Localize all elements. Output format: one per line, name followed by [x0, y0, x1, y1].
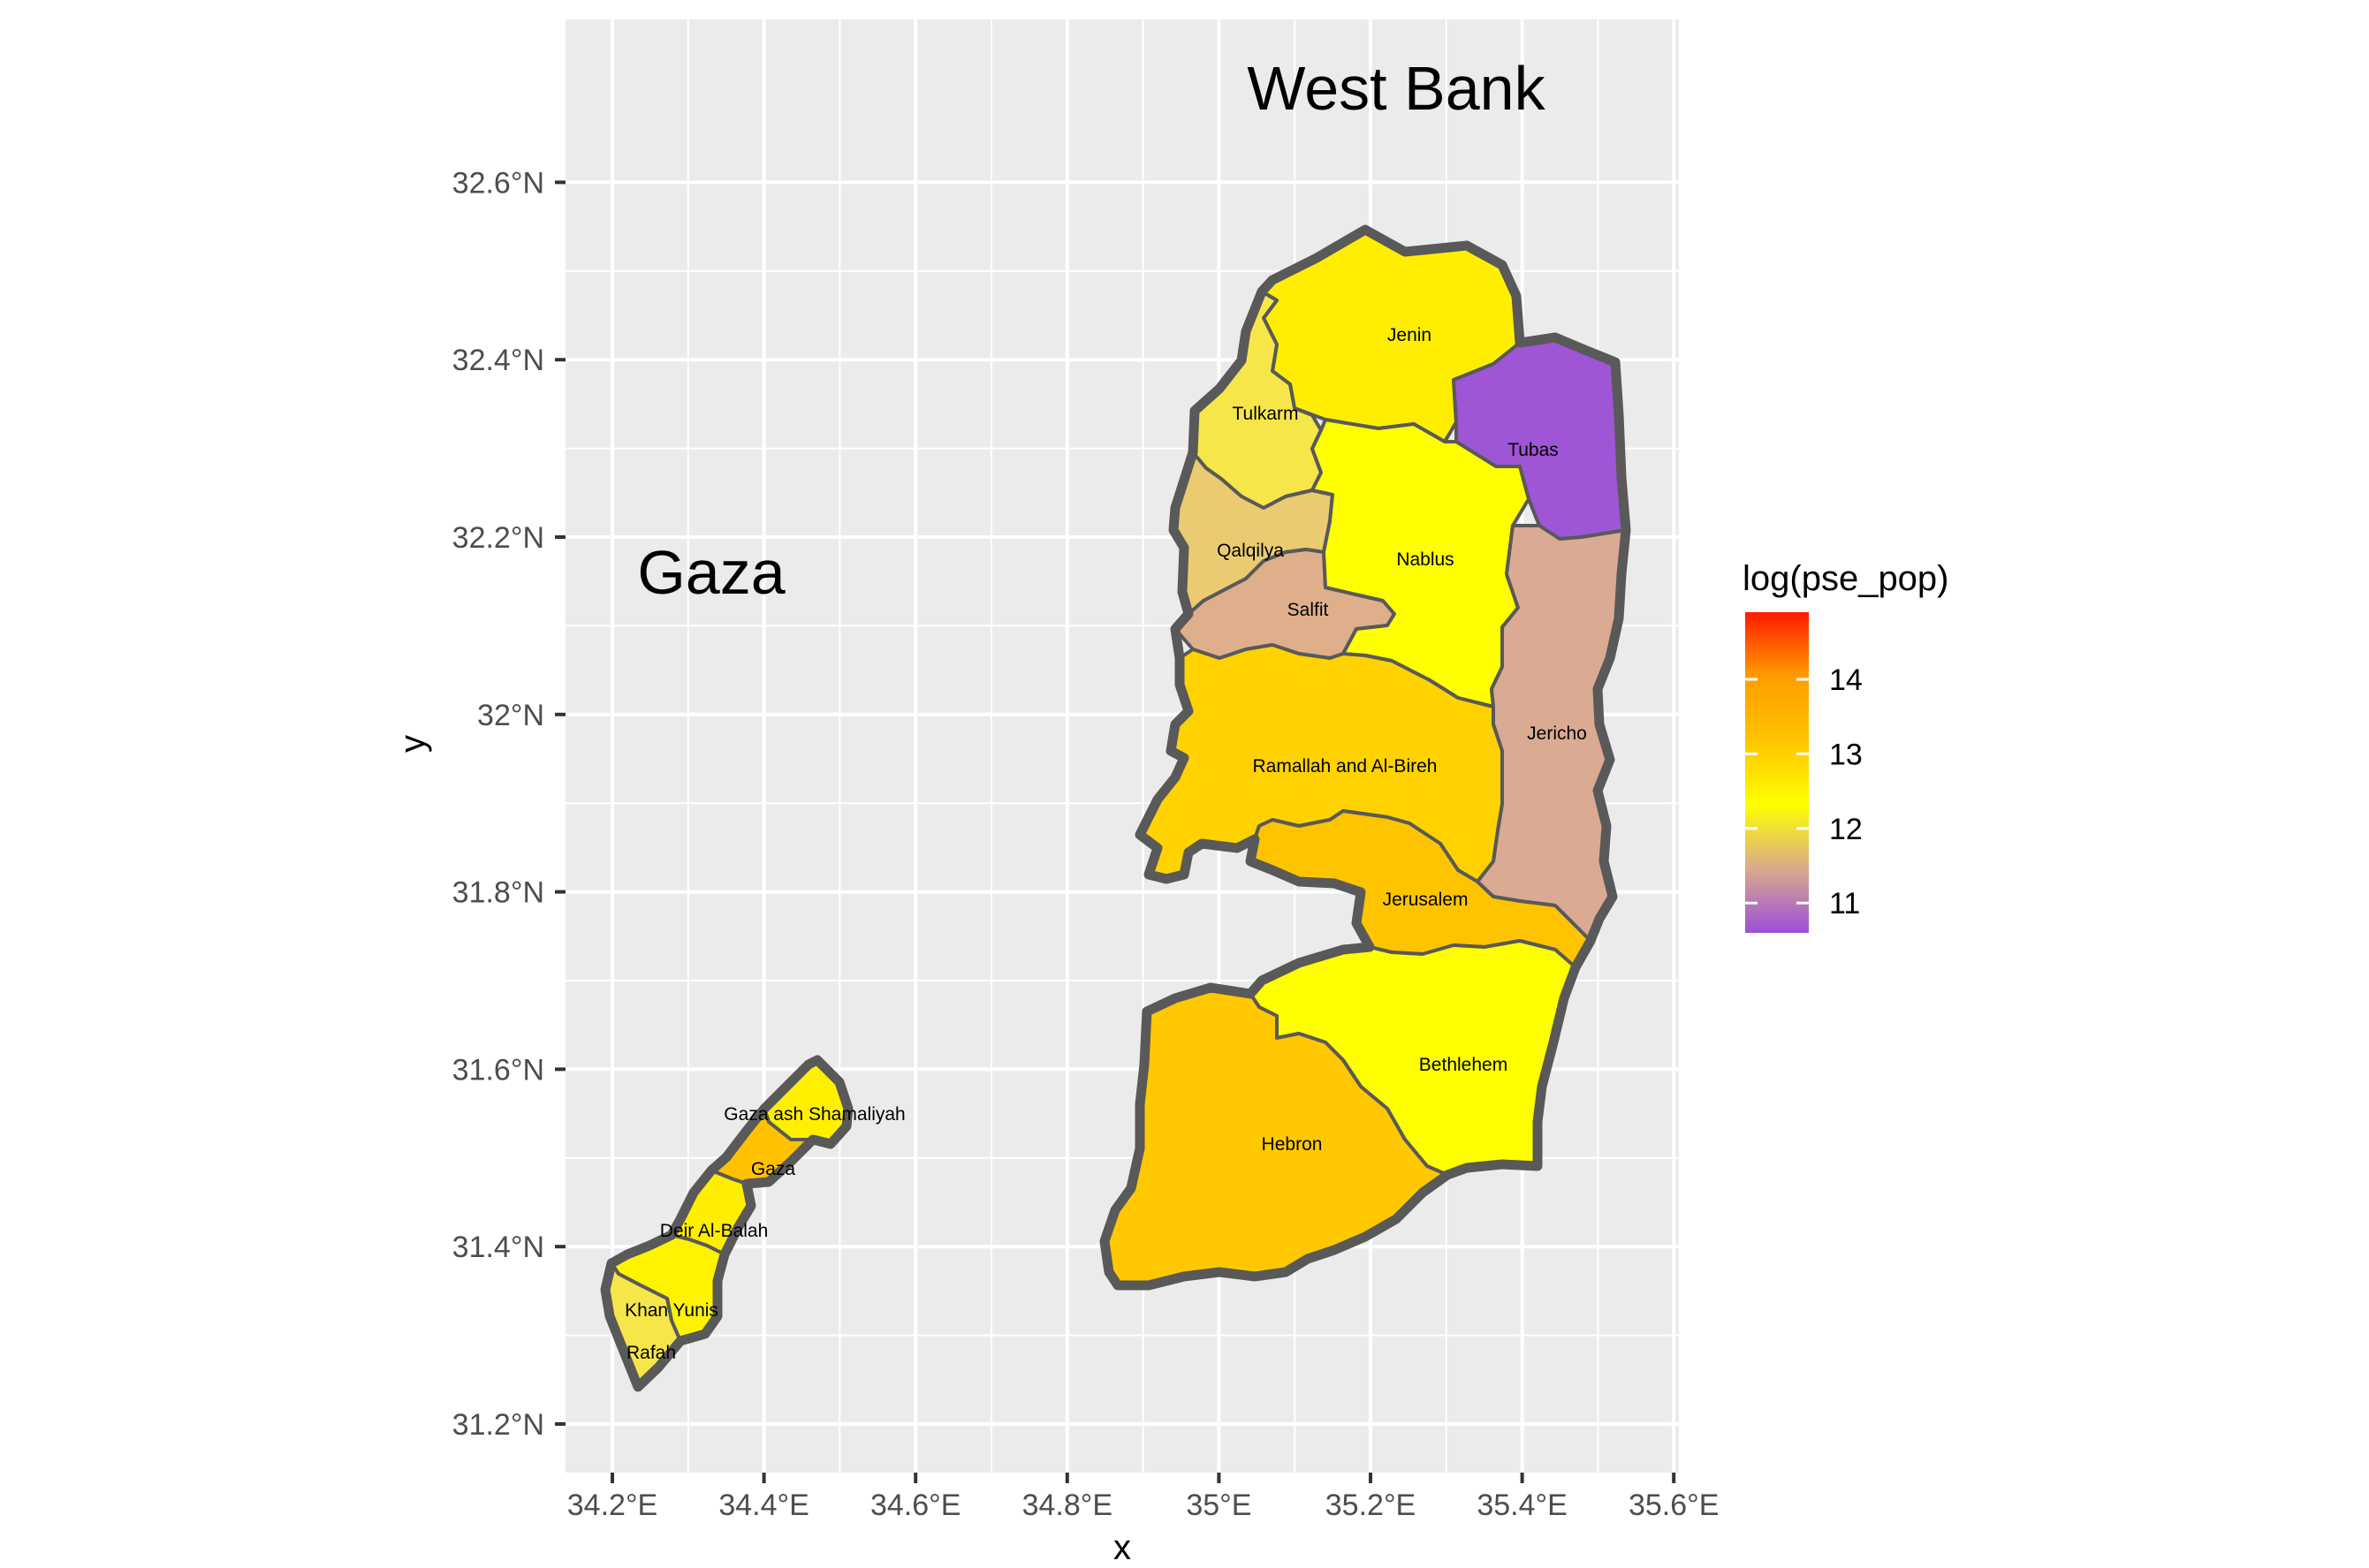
- region-label: Gaza: [751, 1159, 796, 1179]
- west-bank-outline: [1099, 224, 1631, 1291]
- region-label: Khan Yunis: [625, 1300, 718, 1321]
- x-tick-label: 34.2°E: [567, 1488, 657, 1522]
- y-tick-label: 32°N: [477, 699, 544, 732]
- x-tick-label: 35.6°E: [1629, 1488, 1719, 1522]
- x-tick-label: 35.2°E: [1325, 1488, 1416, 1522]
- annotation-west-bank: West Bank: [1247, 54, 1545, 123]
- legend-label: 14: [1829, 663, 1863, 697]
- legend-colorbar: [1745, 612, 1809, 933]
- region-label: Tulkarm: [1232, 404, 1298, 424]
- region-label: Gaza ash Shamaliyah: [724, 1104, 905, 1125]
- y-tick-label: 31.2°N: [452, 1408, 544, 1442]
- y-tick-label: 31.6°N: [452, 1053, 544, 1087]
- y-tick-label: 31.8°N: [452, 876, 544, 910]
- region-label: Tubas: [1507, 440, 1559, 460]
- region-labels: Jenin Tubas Tulkarm Qalqilya Salfit Nabl…: [625, 325, 1587, 1363]
- region-label: Qalqilya: [1217, 541, 1284, 561]
- y-tick-label: 31.4°N: [452, 1231, 544, 1264]
- x-tick-label: 35.4°E: [1477, 1488, 1567, 1522]
- annotation-gaza: Gaza: [637, 538, 785, 607]
- region-label: Nablus: [1396, 549, 1454, 570]
- y-tick-label: 32.4°N: [452, 344, 544, 377]
- region-label: Salfit: [1287, 600, 1329, 620]
- legend-ticks: 11 12 13 14: [1745, 663, 1863, 920]
- legend-label: 11: [1829, 887, 1860, 920]
- region-label: Hebron: [1262, 1134, 1323, 1155]
- region-label: Bethlehem: [1419, 1055, 1507, 1075]
- region-label: Deir Al-Balah: [660, 1221, 769, 1241]
- legend: log(pse_pop) 11 12 13 14: [1743, 559, 1949, 933]
- legend-label: 12: [1829, 813, 1863, 846]
- legend-label: 13: [1829, 738, 1863, 771]
- x-tick-label: 34.4°E: [718, 1488, 809, 1522]
- regions: [604, 228, 1628, 1389]
- x-tick-label: 34.6°E: [870, 1488, 961, 1522]
- territory-outlines: [600, 224, 1631, 1392]
- y-axis: 31.2°N 31.4°N 31.6°N 31.8°N 32°N 32.2°N 32.4°N…: [452, 166, 566, 1442]
- region-label: Jerusalem: [1383, 890, 1469, 910]
- y-tick-label: 32.6°N: [452, 166, 544, 200]
- x-axis-title: x: [1113, 1528, 1131, 1567]
- legend-title: log(pse_pop): [1743, 559, 1949, 598]
- region-label: Rafah: [626, 1343, 676, 1363]
- y-axis-title: y: [393, 735, 432, 753]
- region-label: Ramallah and Al-Bireh: [1253, 756, 1438, 776]
- x-tick-label: 34.8°E: [1022, 1488, 1112, 1522]
- region-label: Jericho: [1527, 723, 1587, 744]
- gaza-strip-outline: [600, 1055, 854, 1392]
- y-tick-label: 32.2°N: [452, 521, 544, 555]
- region-label: Jenin: [1387, 325, 1431, 345]
- x-axis: 34.2°E 34.4°E 34.6°E 34.8°E 35°E 35.2°E 35.4°E…: [567, 1473, 1719, 1522]
- x-tick-label: 35°E: [1186, 1488, 1251, 1522]
